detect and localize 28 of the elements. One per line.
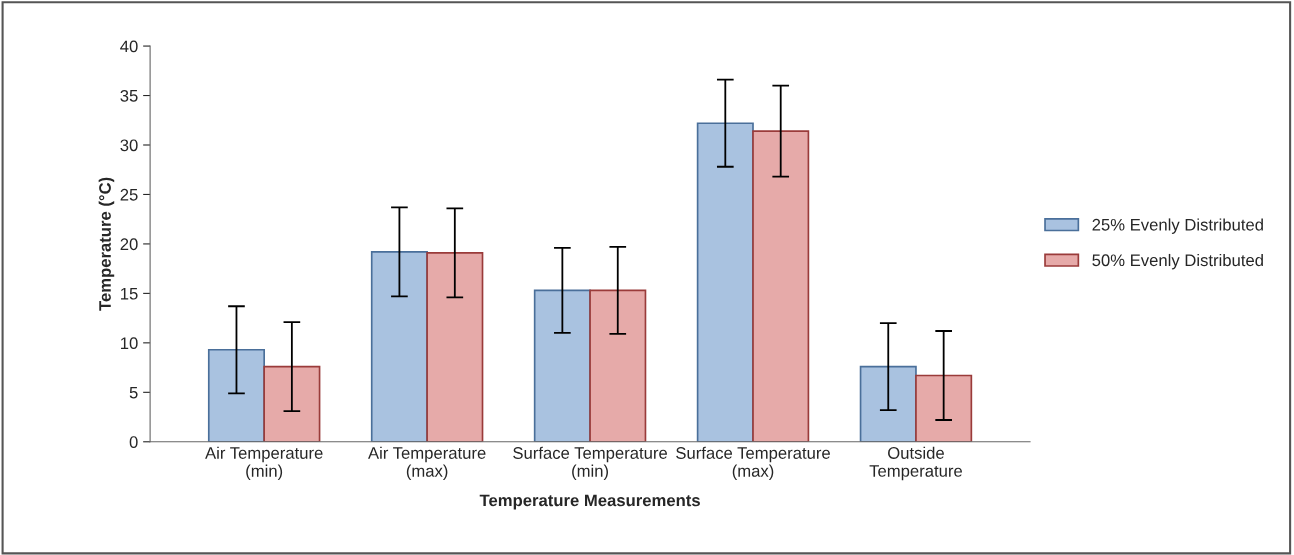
x-tick-label: Air Temperature (min) xyxy=(205,446,323,481)
bar xyxy=(263,365,321,442)
bar xyxy=(752,130,810,442)
bar xyxy=(696,122,754,442)
legend-label: 50% Evenly Distributed xyxy=(1092,253,1263,270)
y-tick-label: 30 xyxy=(120,139,138,152)
y-tick-label: 25 xyxy=(120,188,138,201)
bar xyxy=(426,251,484,442)
legend-label: 25% Evenly Distributed xyxy=(1092,218,1263,234)
bar xyxy=(533,289,591,442)
y-tick-label: 0 xyxy=(129,436,138,448)
bar xyxy=(207,348,266,442)
x-tick-label: Surface Temperature (min) xyxy=(513,446,667,481)
bar xyxy=(859,365,917,442)
y-tick-label: 20 xyxy=(120,238,138,251)
y-tick-label: 5 xyxy=(129,386,138,399)
bar xyxy=(915,374,973,442)
x-tick-label: Surface Temperature (max) xyxy=(676,446,830,481)
y-tick-label: 35 xyxy=(120,89,138,102)
x-tick-label: Air Temperature (max) xyxy=(368,446,486,481)
y-axis-title: Temperature (°C) xyxy=(98,177,115,311)
bar xyxy=(589,289,647,442)
y-tick-label: 40 xyxy=(120,40,138,53)
y-tick-label: 10 xyxy=(121,337,138,350)
bar xyxy=(370,251,428,442)
x-axis-title: Temperature Measurements xyxy=(479,494,700,510)
x-tick-label: Outside Temperature xyxy=(869,446,962,481)
y-tick-label: 15 xyxy=(121,287,138,300)
